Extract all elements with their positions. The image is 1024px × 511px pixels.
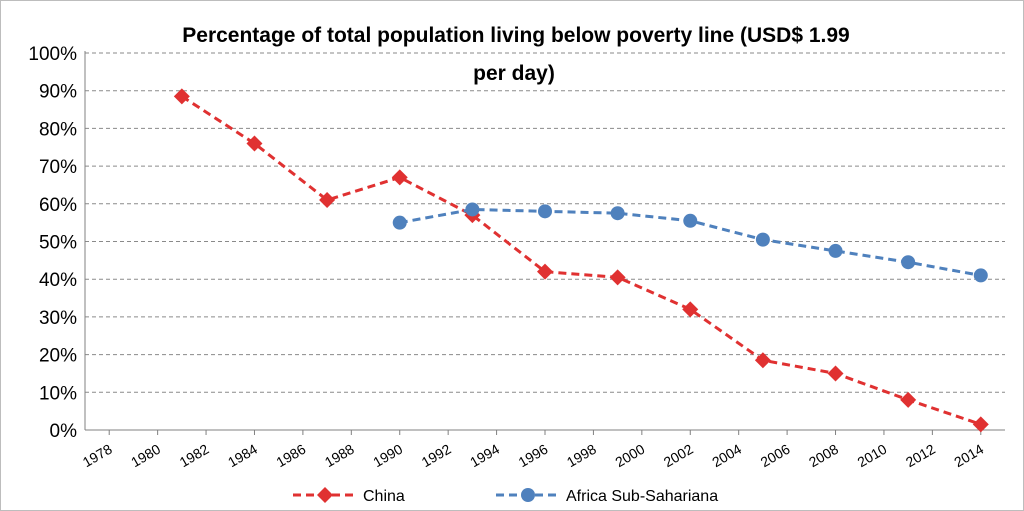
x-tick-label: 1982: [177, 441, 212, 471]
x-tick-label: 2002: [661, 441, 696, 471]
x-tick-label: 2010: [854, 441, 889, 471]
legend-africa-sub-sahariana-circle-marker: [521, 488, 535, 502]
chart-title-line-1: Percentage of total population living be…: [182, 24, 849, 47]
series-line-china: [181, 95, 982, 426]
x-tick-label: 1994: [467, 441, 502, 471]
china-diamond-marker: [827, 365, 844, 382]
legend-item-africa-sub-sahariana: Africa Sub-Sahariana: [496, 488, 718, 505]
x-tick-label: 2004: [709, 441, 744, 471]
china-diamond-marker: [537, 263, 553, 280]
y-tick-label: 0%: [50, 421, 78, 442]
africa-sub-sahariana-circle-marker: [901, 255, 916, 270]
china-diamond-marker: [682, 301, 699, 318]
y-tick-label: 60%: [39, 195, 77, 216]
y-tick-label: 10%: [39, 383, 77, 404]
series-group: [173, 88, 989, 433]
x-tick-label: 2014: [951, 441, 986, 471]
x-tick-label: 1996: [516, 441, 551, 471]
china-diamond-marker: [319, 192, 336, 209]
china-diamond-marker: [246, 135, 263, 152]
africa-sub-sahariana-circle-marker: [828, 243, 843, 258]
y-tick-label: 100%: [28, 44, 77, 65]
africa-sub-sahariana-circle-marker: [538, 204, 552, 219]
gridlines: [85, 52, 1005, 393]
x-tick-label: 1986: [273, 441, 308, 471]
x-tick-label: 2000: [612, 441, 647, 471]
legend-label: China: [363, 488, 405, 505]
africa-sub-sahariana-circle-marker: [610, 206, 625, 221]
africa-sub-sahariana-circle-marker: [973, 268, 988, 283]
africa-sub-sahariana-circle-marker: [755, 232, 770, 247]
africa-sub-sahariana-circle-marker: [465, 202, 480, 217]
series-africa-sub-sahariana: [392, 202, 988, 283]
x-tick-label: 2006: [758, 441, 793, 471]
x-tick-label: 1984: [225, 441, 260, 471]
y-tick-label: 90%: [39, 82, 77, 103]
x-tick-label: 2012: [903, 441, 938, 471]
africa-sub-sahariana-circle-marker: [683, 213, 698, 228]
y-tick-label: 20%: [39, 346, 77, 367]
axes: 0% 10% 20% 30% 40% 50% 60% 70% 80% 90% 100% 1978 198…: [28, 44, 1005, 470]
y-tick-label: 80%: [39, 119, 77, 140]
legend: China Africa Sub-Sahariana: [293, 487, 718, 505]
x-tick-label: 1990: [370, 441, 405, 471]
x-tick-label: 1978: [80, 441, 115, 471]
legend-china-diamond-marker: [317, 487, 333, 503]
x-tick-label: 2008: [806, 441, 841, 471]
legend-item-china: China: [293, 487, 405, 505]
china-diamond-marker: [173, 88, 190, 105]
china-diamond-marker: [972, 416, 989, 433]
x-tick-label: 1998: [564, 441, 599, 471]
china-diamond-marker: [391, 169, 408, 186]
legend-label: Africa Sub-Sahariana: [566, 488, 718, 505]
series-china: [173, 88, 989, 433]
china-diamond-marker: [754, 352, 771, 369]
y-tick-label: 30%: [39, 308, 77, 329]
x-tick-label: 1988: [322, 441, 357, 471]
africa-sub-sahariana-circle-marker: [392, 215, 407, 230]
y-tick-label: 50%: [39, 233, 77, 254]
chart-title-line-2: per day): [473, 62, 555, 85]
china-diamond-marker: [900, 391, 917, 408]
x-tick-label: 1992: [419, 441, 454, 471]
y-tick-label: 40%: [39, 270, 77, 291]
x-tick-label: 1980: [128, 441, 163, 471]
y-tick-label: 70%: [39, 157, 77, 178]
china-diamond-marker: [609, 269, 626, 286]
